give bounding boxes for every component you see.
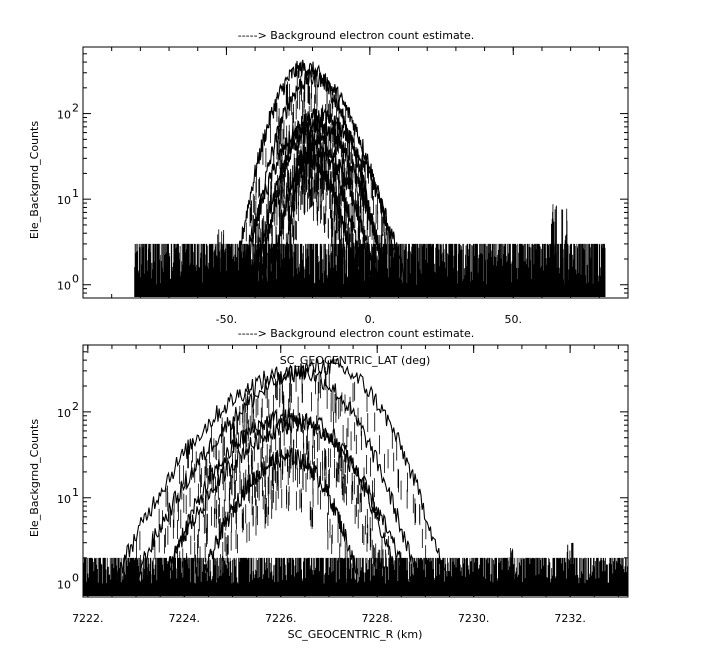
y-tick-exponent: 0 [72, 572, 79, 585]
series-spikes-7 [283, 161, 356, 285]
y-tick-label: 10 [57, 407, 71, 420]
y-axis-label-lat: Ele_Backgrnd_Counts [28, 121, 41, 239]
series-line-2 [245, 68, 400, 286]
x-tick-label: -50. [216, 313, 237, 326]
chart-title-r: -----> Background electron count estimat… [238, 327, 475, 340]
plot-data-lat [134, 59, 606, 297]
series-line-4 [164, 412, 397, 581]
x-tick-label: 7230. [458, 612, 490, 625]
x-axis-label-lat: SC_GEOCENTRIC_LAT (deg) [280, 354, 431, 367]
x-tick-label: 7222. [72, 612, 104, 625]
series-line-4 [254, 115, 388, 285]
panel-r: -----> Background electron count estimat… [28, 327, 629, 641]
y-tick-label: 10 [57, 493, 71, 506]
series-line-3 [164, 409, 407, 580]
y-tick-exponent: 0 [72, 273, 79, 286]
y-axis-label-r: Ele_Backgrnd_Counts [28, 419, 41, 537]
y-tick-exponent: 2 [72, 102, 79, 115]
x-tick-label: 7224. [169, 612, 201, 625]
x-tick-label: 0. [365, 313, 376, 326]
x-ticks-r: 7222. 7224. 7226. 7228. 7230. 7232. [72, 345, 619, 625]
series-line-6 [271, 138, 365, 284]
series-line-5 [260, 126, 377, 282]
y-tick-exponent: 1 [72, 187, 79, 200]
x-ticks-lat: -50. 0. 50. [82, 47, 629, 326]
y-tick-label: 10 [57, 579, 71, 592]
noise-floor [82, 557, 629, 596]
outlier-cluster-3 [561, 208, 569, 296]
x-tick-label: 50. [505, 313, 523, 326]
y-tick-label: 10 [57, 194, 71, 207]
panel-lat: -----> Background electron count estimat… [28, 29, 629, 367]
noise-spikes [82, 557, 629, 596]
series-spikes-2 [121, 374, 414, 584]
outlier-cluster-1 [508, 547, 515, 595]
series-spikes-4 [166, 426, 397, 584]
plot-frame-r [82, 344, 629, 598]
x-axis-label-r: SC_GEOCENTRIC_R (km) [288, 628, 423, 641]
outlier-cluster-2 [551, 204, 557, 296]
y-tick-exponent: 2 [72, 400, 79, 413]
outlier-cluster-1 [217, 229, 225, 296]
plot-data-r [82, 357, 629, 596]
y-tick-exponent: 1 [72, 486, 79, 499]
x-tick-label: 7232. [554, 612, 586, 625]
x-tick-label: 7228. [361, 612, 393, 625]
outlier-cluster-2 [566, 542, 574, 595]
x-tick-label: 7226. [265, 612, 297, 625]
series-line-1 [234, 59, 385, 283]
plot-frame-lat [82, 46, 629, 299]
series-spikes-5 [203, 458, 358, 584]
y-tick-label: 10 [57, 109, 71, 122]
chart-title-lat: -----> Background electron count estimat… [238, 29, 475, 42]
series-line-2 [116, 364, 417, 586]
series-line-3 [240, 107, 405, 283]
y-tick-label: 10 [57, 280, 71, 293]
series-line-5 [203, 447, 359, 580]
